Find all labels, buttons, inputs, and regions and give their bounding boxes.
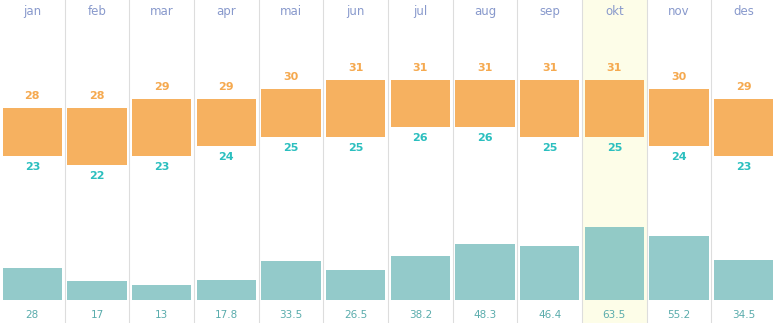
Polygon shape: [650, 89, 708, 146]
Polygon shape: [262, 261, 320, 300]
Text: 13: 13: [155, 310, 168, 320]
Polygon shape: [326, 80, 386, 137]
Text: 29: 29: [154, 82, 169, 92]
Text: jun: jun: [346, 5, 365, 18]
Polygon shape: [712, 0, 776, 323]
Polygon shape: [262, 89, 320, 137]
Polygon shape: [388, 0, 452, 323]
Text: 31: 31: [348, 63, 363, 73]
Text: 31: 31: [607, 63, 622, 73]
Polygon shape: [390, 256, 450, 300]
Polygon shape: [194, 0, 258, 323]
Polygon shape: [196, 280, 256, 300]
Polygon shape: [2, 108, 62, 156]
Text: 23: 23: [154, 162, 169, 172]
Text: 26.5: 26.5: [344, 310, 367, 320]
Text: mai: mai: [280, 5, 302, 18]
Polygon shape: [64, 0, 130, 323]
Text: feb: feb: [88, 5, 106, 18]
Polygon shape: [196, 99, 256, 146]
Text: 28: 28: [26, 310, 39, 320]
Text: 29: 29: [219, 82, 234, 92]
Polygon shape: [326, 270, 386, 300]
Text: 26: 26: [477, 133, 493, 143]
Polygon shape: [456, 244, 514, 300]
Text: 24: 24: [219, 152, 234, 162]
Text: 25: 25: [607, 143, 622, 152]
Polygon shape: [324, 0, 388, 323]
Text: des: des: [733, 5, 754, 18]
Text: 29: 29: [736, 82, 751, 92]
Text: 48.3: 48.3: [473, 310, 497, 320]
Polygon shape: [518, 0, 582, 323]
Text: jan: jan: [23, 5, 41, 18]
Polygon shape: [390, 80, 450, 127]
Text: 22: 22: [89, 171, 105, 181]
Text: 25: 25: [542, 143, 557, 152]
Text: 25: 25: [348, 143, 363, 152]
Polygon shape: [456, 80, 514, 127]
Polygon shape: [582, 0, 646, 323]
Text: 28: 28: [89, 91, 105, 101]
Text: 30: 30: [671, 72, 687, 82]
Text: 26: 26: [413, 133, 428, 143]
Text: nov: nov: [668, 5, 690, 18]
Text: 31: 31: [542, 63, 557, 73]
Text: 33.5: 33.5: [279, 310, 303, 320]
Text: 17: 17: [90, 310, 104, 320]
Polygon shape: [650, 236, 708, 300]
Text: 46.4: 46.4: [538, 310, 561, 320]
Text: 34.5: 34.5: [732, 310, 755, 320]
Text: 23: 23: [25, 162, 40, 172]
Polygon shape: [130, 0, 194, 323]
Text: 63.5: 63.5: [603, 310, 626, 320]
Polygon shape: [68, 281, 126, 300]
Polygon shape: [584, 226, 644, 300]
Text: 30: 30: [283, 72, 299, 82]
Text: 23: 23: [736, 162, 751, 172]
Polygon shape: [452, 0, 518, 323]
Polygon shape: [68, 108, 126, 165]
Text: 17.8: 17.8: [215, 310, 238, 320]
Text: 31: 31: [413, 63, 428, 73]
Text: jul: jul: [413, 5, 428, 18]
Polygon shape: [520, 246, 580, 300]
Text: 28: 28: [25, 91, 40, 101]
Polygon shape: [584, 80, 644, 137]
Polygon shape: [132, 285, 192, 300]
Polygon shape: [2, 268, 62, 300]
Text: 38.2: 38.2: [409, 310, 432, 320]
Polygon shape: [714, 99, 774, 156]
Text: apr: apr: [217, 5, 236, 18]
Text: 24: 24: [671, 152, 687, 162]
Polygon shape: [132, 99, 192, 156]
Text: mar: mar: [150, 5, 174, 18]
Polygon shape: [0, 0, 64, 323]
Text: sep: sep: [539, 5, 560, 18]
Polygon shape: [520, 80, 580, 137]
Text: 31: 31: [477, 63, 493, 73]
Polygon shape: [714, 260, 774, 300]
Text: 25: 25: [283, 143, 299, 152]
Text: 55.2: 55.2: [667, 310, 691, 320]
Text: aug: aug: [474, 5, 496, 18]
Text: okt: okt: [605, 5, 624, 18]
Polygon shape: [646, 0, 712, 323]
Polygon shape: [258, 0, 324, 323]
